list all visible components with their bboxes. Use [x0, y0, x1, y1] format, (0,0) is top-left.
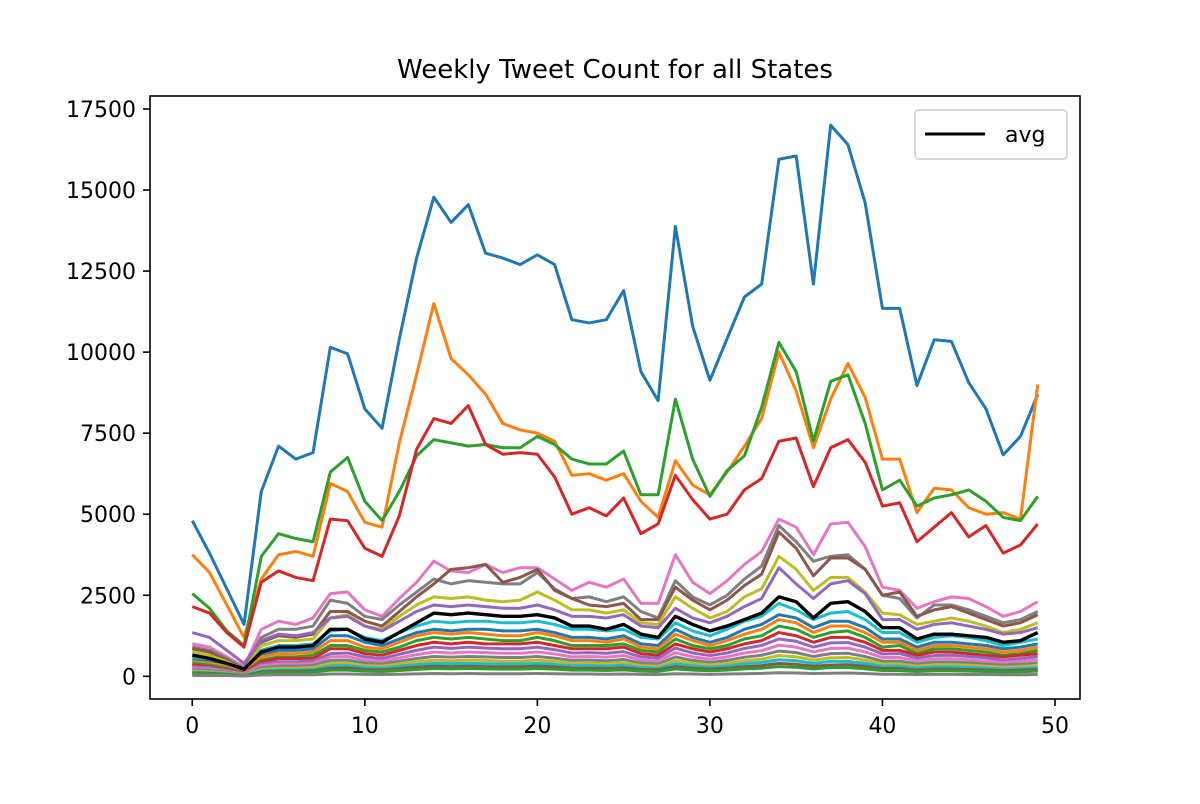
- series-line-21: [192, 665, 1038, 678]
- series-line-12: [192, 618, 1039, 675]
- series-line-15: [192, 637, 1038, 676]
- plot-frame: [149, 95, 1081, 700]
- series-line-avg: [191, 595, 1039, 671]
- chart-title: Weekly Tweet Count for all States: [397, 55, 833, 85]
- y-tick-label: 10000: [66, 341, 136, 366]
- x-tick-label: 50: [1041, 714, 1069, 739]
- y-tick-label: 0: [122, 665, 136, 690]
- legend-label-avg: avg: [1005, 123, 1045, 148]
- x-tick-label: 10: [351, 714, 379, 739]
- series-line-13: [192, 624, 1039, 675]
- series-line-20: [192, 661, 1038, 677]
- x-axis: 0 10 20 30 40 50: [185, 699, 1069, 739]
- x-tick-label: 20: [523, 714, 551, 739]
- y-tick-label: 2500: [80, 584, 136, 609]
- y-axis: 0 2500 5000 7500 10000 12500 15000 17500: [66, 98, 150, 690]
- series-line-1: [190, 123, 1040, 626]
- y-tick-label: 15000: [66, 179, 136, 204]
- series-line-11: [192, 613, 1039, 673]
- series-line-7: [191, 530, 1039, 672]
- y-tick-label: 17500: [66, 98, 136, 123]
- series-line-18: [192, 654, 1038, 677]
- series-line-3: [191, 340, 1039, 648]
- series-line-19: [192, 658, 1038, 677]
- y-tick-label: 12500: [66, 260, 136, 285]
- avg-layer: [191, 595, 1039, 671]
- series-line-16: [192, 643, 1038, 676]
- series-line-2: [191, 301, 1040, 639]
- series-line-17: [192, 649, 1038, 677]
- legend-box: [914, 109, 1068, 160]
- series-line-14: [192, 631, 1038, 675]
- series-line-9: [191, 566, 1039, 665]
- series-layer: [190, 123, 1040, 678]
- x-tick-label: 0: [185, 714, 199, 739]
- series-line-6: [191, 524, 1039, 670]
- y-tick-label: 7500: [80, 422, 136, 447]
- x-tick-label: 40: [868, 714, 896, 739]
- x-tick-label: 30: [696, 714, 724, 739]
- series-line-5: [191, 517, 1039, 669]
- series-line-22: [192, 671, 1038, 678]
- series-line-4: [191, 404, 1039, 649]
- legend: avg: [914, 109, 1068, 160]
- y-tick-label: 5000: [80, 503, 136, 528]
